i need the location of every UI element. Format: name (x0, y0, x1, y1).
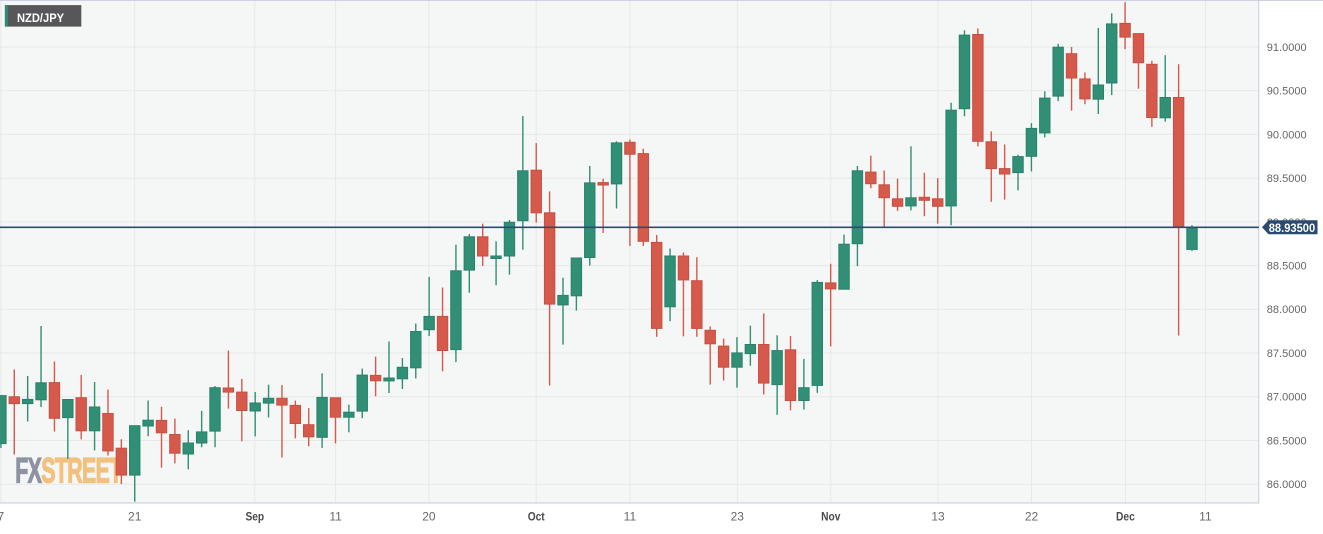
svg-text:11: 11 (1199, 510, 1212, 524)
svg-text:Nov: Nov (821, 511, 841, 524)
svg-text:11: 11 (624, 510, 637, 524)
svg-text:86.5000: 86.5000 (1267, 435, 1307, 447)
svg-text:20: 20 (422, 510, 436, 524)
svg-text:21: 21 (128, 510, 142, 524)
svg-text:FX: FX (15, 452, 42, 491)
svg-text:87.0000: 87.0000 (1267, 392, 1307, 404)
svg-text:88.93500: 88.93500 (1269, 223, 1316, 235)
svg-text:23: 23 (731, 510, 745, 524)
svg-text:NZD/JPY: NZD/JPY (17, 13, 64, 25)
svg-text:88.5000: 88.5000 (1267, 261, 1307, 273)
svg-text:Oct: Oct (528, 511, 545, 524)
svg-text:STREET: STREET (41, 452, 122, 491)
svg-text:87.5000: 87.5000 (1267, 348, 1307, 360)
svg-text:7: 7 (0, 510, 5, 524)
svg-text:90.5000: 90.5000 (1267, 86, 1307, 98)
svg-text:22: 22 (1025, 510, 1039, 524)
svg-text:11: 11 (329, 510, 342, 524)
svg-text:13: 13 (931, 510, 945, 524)
svg-text:91.0000: 91.0000 (1267, 42, 1307, 54)
svg-text:Dec: Dec (1116, 511, 1135, 524)
svg-text:86.0000: 86.0000 (1267, 479, 1307, 491)
svg-text:Sep: Sep (245, 511, 264, 524)
svg-text:90.0000: 90.0000 (1267, 129, 1307, 141)
svg-text:89.5000: 89.5000 (1267, 173, 1307, 185)
svg-text:88.0000: 88.0000 (1267, 304, 1307, 316)
